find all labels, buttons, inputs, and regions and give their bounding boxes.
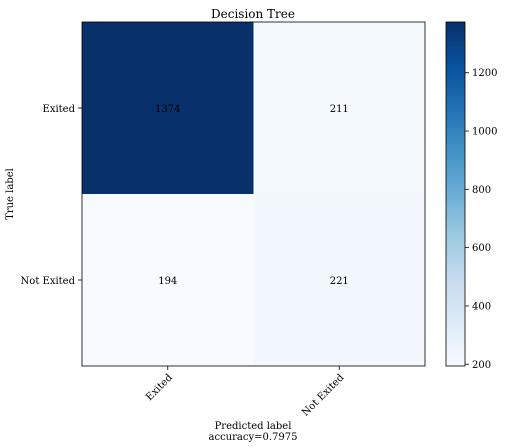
heatmap-cells: 1374 211 194 221 <box>82 22 425 366</box>
cell-value-label: 221 <box>330 276 349 287</box>
x-axis-ticks: Exited Not Exited <box>144 366 347 419</box>
cell-value-label: 194 <box>158 276 177 287</box>
colorbar-tick-label: 1000 <box>472 127 497 138</box>
colorbar-tick-label: 200 <box>472 360 491 371</box>
colorbar-ticks: 200 400 600 800 1000 1200 <box>465 68 497 371</box>
heatmap-cell <box>253 194 425 366</box>
heatmap-cell <box>82 194 254 366</box>
colorbar <box>445 21 466 367</box>
y-tick-label: Not Exited <box>21 276 76 287</box>
y-tick-label: Exited <box>43 104 76 115</box>
colorbar-tick-label: 1200 <box>472 68 497 79</box>
x-tick-label: Not Exited <box>300 372 347 419</box>
x-axis-label: Predicted label <box>215 421 292 432</box>
y-axis-ticks: Exited Not Exited <box>21 104 82 287</box>
x-tick-label: Exited <box>144 372 175 403</box>
y-axis-label: True label <box>5 168 16 220</box>
chart-title: Decision Tree <box>211 7 295 21</box>
colorbar-tick-label: 800 <box>472 185 491 196</box>
colorbar-tick-label: 400 <box>472 301 491 312</box>
cell-value-label: 211 <box>330 104 349 115</box>
colorbar-tick-label: 600 <box>472 243 491 254</box>
heatmap-cell <box>253 22 425 194</box>
heatmap-cell <box>82 22 254 194</box>
accuracy-label: accuracy=0.7975 <box>209 432 298 443</box>
plot-frame <box>81 21 426 367</box>
cell-value-label: 1374 <box>155 104 180 115</box>
